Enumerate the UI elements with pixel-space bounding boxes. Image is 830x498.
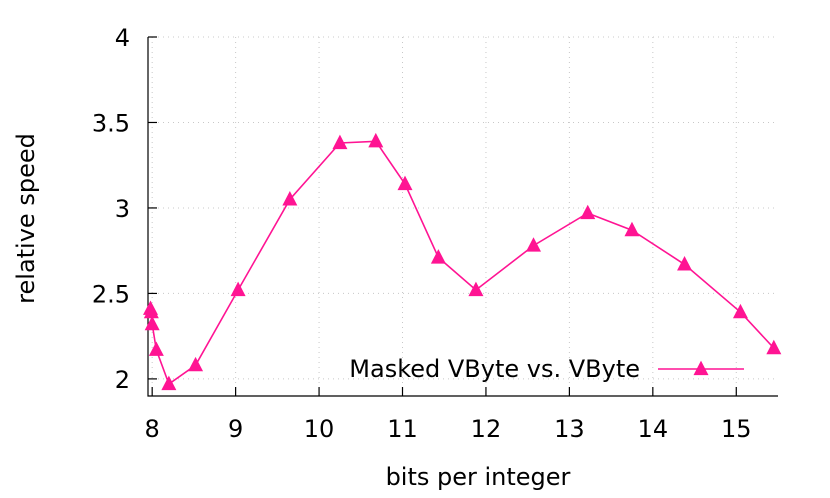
- data-point: [282, 191, 298, 206]
- ticks: 8 9 10 11 12 13 14 15 2 2.5 3 3.5 4: [92, 24, 752, 443]
- x-tick-label: 10: [304, 415, 335, 443]
- y-tick-label: 3: [115, 195, 130, 223]
- data-point: [144, 315, 160, 331]
- data-point: [368, 132, 384, 148]
- axis-frame: [147, 37, 778, 397]
- legend: Masked VByte vs. VByte: [349, 355, 744, 383]
- y-tick-label: 3.5: [92, 109, 130, 137]
- data-point: [230, 281, 246, 297]
- x-tick-label: 9: [228, 415, 243, 443]
- y-axis-label: relative speed: [12, 133, 40, 304]
- data-point: [677, 255, 693, 271]
- axes: [147, 37, 778, 397]
- data-point: [766, 339, 782, 355]
- data-point: [624, 221, 640, 237]
- x-tick-label: 15: [721, 415, 752, 443]
- y-tick-label: 2.5: [92, 280, 130, 308]
- data-point: [468, 281, 484, 297]
- y-tick-label: 2: [115, 366, 130, 394]
- grid: [148, 36, 778, 396]
- data-point: [526, 237, 542, 252]
- x-tick-label: 14: [638, 415, 669, 443]
- data-point: [143, 303, 159, 319]
- x-axis-label: bits per integer: [386, 463, 571, 491]
- data-point: [161, 375, 177, 391]
- data-point: [148, 341, 164, 356]
- data-point: [580, 204, 596, 220]
- x-tick-label: 8: [145, 415, 160, 443]
- legend-label: Masked VByte vs. VByte: [349, 355, 640, 383]
- data-point: [332, 134, 348, 150]
- legend-marker: [693, 360, 709, 376]
- data-point: [397, 175, 413, 191]
- x-tick-label: 12: [471, 415, 502, 443]
- x-tick-label: 13: [554, 415, 585, 443]
- data-point: [430, 249, 446, 264]
- data-point: [188, 356, 204, 372]
- series-line: [149, 140, 775, 386]
- series: [143, 132, 782, 391]
- x-tick-label: 11: [387, 415, 418, 443]
- data-point: [732, 303, 748, 319]
- y-tick-label: 4: [115, 24, 130, 52]
